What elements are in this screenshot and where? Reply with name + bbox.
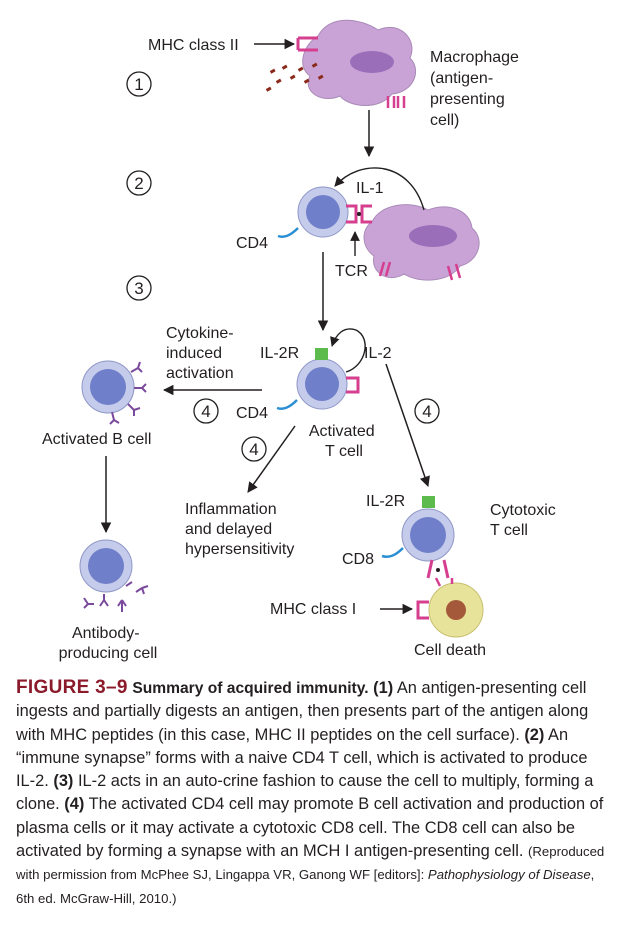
macrophage-2 (363, 204, 480, 281)
naive-cd4-t-cell (277, 186, 349, 238)
figure-caption: FIGURE 3–9 Summary of acquired immunity.… (16, 676, 606, 910)
label-il2r-3: IL-2R (260, 345, 299, 362)
svg-text:2: 2 (134, 174, 143, 193)
step-3-marker: 3 (126, 275, 152, 301)
label-mhc-class-i: MHC class I (270, 601, 356, 618)
immunity-diagram: MHC class II Macrophage (antigen- presen… (42, 19, 560, 662)
caption-segment: Pathophysiology of Disease (427, 867, 591, 883)
caption-segment: (2) (524, 725, 545, 744)
il2r-receptor-cd8 (422, 496, 435, 508)
label-mhc-class-ii: MHC class II (148, 37, 239, 54)
label-activated-b-cell: Activated B cell (42, 431, 151, 448)
immune-synapse (346, 204, 372, 224)
label-cd4-3: CD4 (236, 405, 268, 422)
macrophage-1 (296, 19, 416, 108)
caption-segment: , 6th ed. McGraw-Hill, 2010.) (16, 867, 595, 906)
il2-autocrine-curve (330, 328, 366, 373)
step-2-marker: 2 (126, 170, 152, 196)
arrow-to-inflammation (247, 425, 296, 493)
label-cd4-2: CD4 (236, 235, 268, 252)
activated-b-cell (81, 360, 147, 425)
cytotoxic-t-cell (381, 496, 455, 579)
svg-text:4: 4 (201, 402, 210, 421)
label-cd8: CD8 (342, 551, 374, 568)
macrophage-2-nucleus (409, 225, 457, 247)
activated-t-cell (276, 348, 360, 410)
caption-body: (1) An antigen-presenting cell ingests a… (16, 679, 604, 907)
caption-segment: An antigen-presenting cell ingests and p… (16, 679, 589, 744)
target-cell (416, 577, 484, 638)
label-activated-t-cell: Activated T cell (309, 423, 379, 460)
svg-text:3: 3 (134, 279, 143, 298)
svg-text:1: 1 (134, 75, 143, 94)
figure-label: FIGURE 3–9 (16, 677, 128, 698)
label-macrophage: Macrophage (antigen- presenting cell) (430, 49, 523, 129)
caption-segment: (Reproduced with permission from McPhee … (16, 844, 605, 883)
caption-segment: (4) (64, 795, 85, 814)
label-antibody-producing: Antibody- producing cell (59, 625, 158, 662)
caption-segment: (3) (53, 772, 74, 791)
arrow-to-cytotoxic (385, 363, 430, 487)
figure-title: Summary of acquired immunity. (132, 680, 369, 697)
caption-segment: An “immune synapse” forms with a naive C… (16, 725, 588, 791)
label-il2: IL-2 (364, 345, 392, 362)
macrophage-nucleus (350, 51, 394, 73)
il1-curve (334, 167, 425, 211)
caption-segment: IL-2 acts in an auto-crine fashion to ca… (16, 772, 594, 814)
antigen-fragments (265, 62, 324, 92)
label-il1: IL-1 (356, 180, 384, 197)
svg-text:4: 4 (422, 402, 431, 421)
il2r-receptor (315, 348, 328, 360)
step-4-marker-inflammation: 4 (241, 436, 267, 462)
label-cytotoxic-t-cell: Cytotoxic T cell (490, 502, 560, 539)
label-cytokine-activation: Cytokine- induced activation (166, 325, 238, 382)
step-1-marker: 1 (126, 71, 152, 97)
caption-segment: (1) (368, 679, 394, 697)
label-tcr: TCR (335, 263, 368, 280)
step-4-marker-cytotoxic: 4 (414, 398, 440, 424)
step-4-marker-b-cell: 4 (193, 398, 219, 424)
label-cell-death: Cell death (414, 642, 486, 659)
antibodies (83, 581, 149, 612)
svg-text:4: 4 (249, 440, 258, 459)
caption-segment: The activated CD4 cell may promote B cel… (16, 795, 604, 861)
label-inflammation: Inflammation and delayed hypersensitivit… (185, 501, 294, 558)
mhc-class-ii-receptor (296, 36, 318, 52)
antibody-producing-cell (79, 539, 149, 612)
label-il2r-cd8: IL-2R (366, 493, 405, 510)
